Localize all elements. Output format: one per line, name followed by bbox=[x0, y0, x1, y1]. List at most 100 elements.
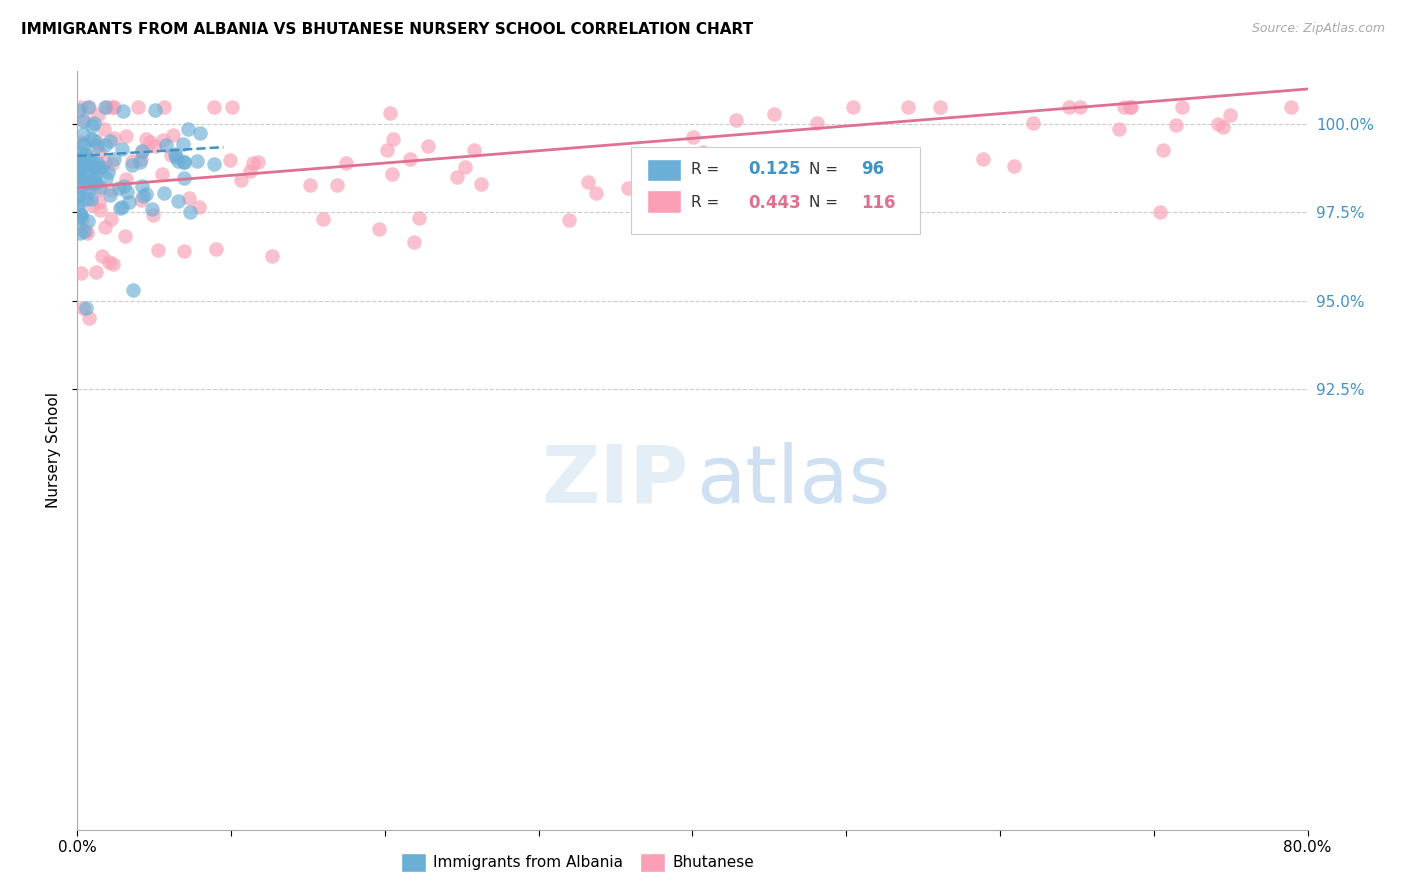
Bar bbox=[647, 190, 682, 213]
Text: Bhutanese: Bhutanese bbox=[672, 855, 754, 870]
Point bbox=[1002, 160, 1025, 174]
Point bbox=[73, 153, 96, 168]
Point bbox=[141, 202, 163, 216]
Point bbox=[219, 153, 242, 167]
Point bbox=[94, 170, 117, 185]
Point bbox=[177, 191, 200, 205]
Point bbox=[86, 156, 108, 170]
Point bbox=[75, 173, 97, 187]
Point bbox=[94, 155, 117, 169]
Text: N =: N = bbox=[810, 195, 844, 210]
Point bbox=[186, 153, 208, 168]
Point bbox=[70, 136, 93, 150]
Point bbox=[98, 188, 121, 202]
Point bbox=[806, 116, 828, 130]
Text: atlas: atlas bbox=[696, 442, 890, 520]
Text: 0.125: 0.125 bbox=[748, 161, 800, 178]
Point bbox=[100, 183, 122, 197]
Y-axis label: Nursery School: Nursery School bbox=[45, 392, 60, 508]
Point bbox=[86, 107, 108, 121]
Point bbox=[1206, 117, 1229, 131]
Point bbox=[83, 174, 105, 188]
Point bbox=[69, 160, 91, 174]
Point bbox=[128, 155, 150, 169]
Bar bbox=[647, 159, 682, 181]
Point bbox=[129, 153, 152, 167]
Point bbox=[651, 219, 673, 234]
Point bbox=[70, 161, 93, 175]
Point bbox=[724, 112, 747, 127]
Point bbox=[782, 147, 804, 161]
Point bbox=[1164, 118, 1187, 132]
Point bbox=[72, 137, 94, 152]
Point bbox=[90, 161, 112, 175]
Point bbox=[131, 145, 153, 159]
Point bbox=[188, 200, 211, 214]
Point bbox=[576, 175, 599, 189]
Point bbox=[101, 100, 124, 114]
Point bbox=[150, 168, 173, 182]
Point bbox=[1069, 100, 1091, 114]
Point bbox=[103, 131, 125, 145]
Point bbox=[312, 211, 335, 226]
Point bbox=[75, 224, 97, 238]
Point bbox=[165, 150, 187, 164]
Point bbox=[75, 192, 97, 206]
Point bbox=[177, 121, 200, 136]
Point bbox=[146, 243, 169, 257]
Point bbox=[70, 153, 93, 167]
Point bbox=[692, 145, 714, 159]
Point bbox=[73, 173, 96, 187]
Point bbox=[75, 148, 97, 162]
Point bbox=[89, 203, 111, 218]
Point bbox=[972, 152, 994, 166]
Point bbox=[172, 136, 194, 151]
Point bbox=[454, 160, 477, 174]
Text: 96: 96 bbox=[860, 161, 884, 178]
Text: Immigrants from Albania: Immigrants from Albania bbox=[433, 855, 623, 870]
Point bbox=[160, 147, 183, 161]
Point bbox=[188, 126, 211, 140]
Point bbox=[69, 169, 91, 184]
Point bbox=[76, 180, 98, 194]
Point bbox=[70, 208, 93, 222]
Point bbox=[69, 226, 91, 240]
Point bbox=[585, 186, 607, 201]
Point bbox=[83, 168, 105, 182]
Point bbox=[90, 249, 112, 263]
Point bbox=[83, 172, 105, 186]
Point bbox=[77, 100, 100, 114]
Point bbox=[173, 170, 195, 185]
Point bbox=[179, 205, 201, 219]
Point bbox=[1119, 100, 1142, 114]
Point bbox=[86, 135, 108, 149]
Text: Source: ZipAtlas.com: Source: ZipAtlas.com bbox=[1251, 22, 1385, 36]
Point bbox=[86, 139, 108, 153]
Point bbox=[73, 138, 96, 153]
Point bbox=[152, 100, 174, 114]
Point bbox=[67, 188, 90, 202]
Point bbox=[83, 176, 105, 190]
Point bbox=[402, 235, 425, 250]
Point bbox=[897, 100, 920, 114]
Point bbox=[97, 165, 120, 179]
Point bbox=[110, 201, 132, 215]
Point bbox=[416, 139, 439, 153]
Text: 116: 116 bbox=[860, 194, 896, 211]
Point bbox=[205, 242, 228, 256]
Point bbox=[73, 160, 96, 174]
Point bbox=[72, 301, 94, 315]
Point bbox=[928, 100, 950, 114]
Point bbox=[796, 216, 818, 230]
Point bbox=[76, 226, 98, 240]
Point bbox=[67, 164, 90, 178]
Point bbox=[69, 100, 91, 114]
Point bbox=[1279, 100, 1302, 114]
Point bbox=[381, 167, 404, 181]
Point bbox=[94, 138, 117, 153]
Point bbox=[135, 187, 157, 202]
Point bbox=[84, 161, 107, 175]
Point bbox=[1171, 100, 1194, 114]
Point bbox=[748, 211, 770, 225]
Point bbox=[67, 164, 90, 178]
